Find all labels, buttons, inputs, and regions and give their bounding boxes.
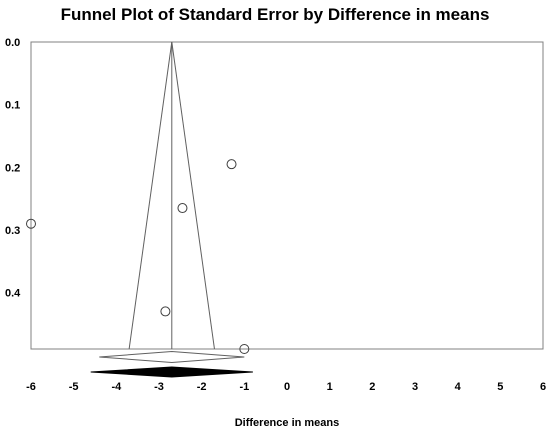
funnel-layer — [128, 41, 215, 350]
summary-diamond-filled — [90, 366, 253, 378]
x-tick-label: -2 — [197, 381, 207, 393]
y-tick-label: 0.3 — [5, 225, 20, 237]
y-tick-label: 0.4 — [5, 288, 21, 300]
x-tick-label: 4 — [455, 381, 462, 393]
x-axis-label: Difference in means — [235, 417, 340, 429]
x-tick-label: -1 — [239, 381, 249, 393]
points-layer — [26, 159, 250, 354]
x-tick-label: 5 — [497, 381, 503, 393]
diamond-layer — [90, 350, 253, 378]
data-point-5 — [239, 344, 250, 354]
data-point-3 — [177, 203, 188, 214]
data-point-1 — [26, 218, 36, 229]
data-point-2 — [226, 159, 237, 170]
x-tick-label: -5 — [69, 381, 79, 393]
y-tick-label: 0.0 — [5, 37, 20, 49]
funnel-right-line — [171, 41, 215, 350]
data-point-4 — [160, 306, 171, 317]
summary-diamond-open — [99, 350, 245, 364]
x-tick-label: -3 — [154, 381, 164, 393]
y-axis-ticks: 0.0 0.1 0.2 0.3 0.4 — [5, 37, 21, 300]
x-axis-ticks: -6 -5 -4 -3 -2 -1 0 1 2 3 4 5 6 — [26, 381, 546, 393]
x-tick-label: 2 — [369, 381, 375, 393]
x-tick-label: 1 — [327, 381, 333, 393]
y-tick-label: 0.2 — [5, 162, 20, 174]
chart-title: Funnel Plot of Standard Error by Differe… — [61, 5, 490, 24]
funnel-left-line — [128, 41, 173, 350]
x-tick-label: 3 — [412, 381, 418, 393]
x-tick-label: -6 — [26, 381, 36, 393]
x-tick-label: -4 — [111, 381, 122, 393]
y-tick-label: 0.1 — [5, 100, 20, 112]
x-tick-label: 6 — [540, 381, 546, 393]
x-tick-label: 0 — [284, 381, 290, 393]
plot-area — [30, 41, 544, 350]
